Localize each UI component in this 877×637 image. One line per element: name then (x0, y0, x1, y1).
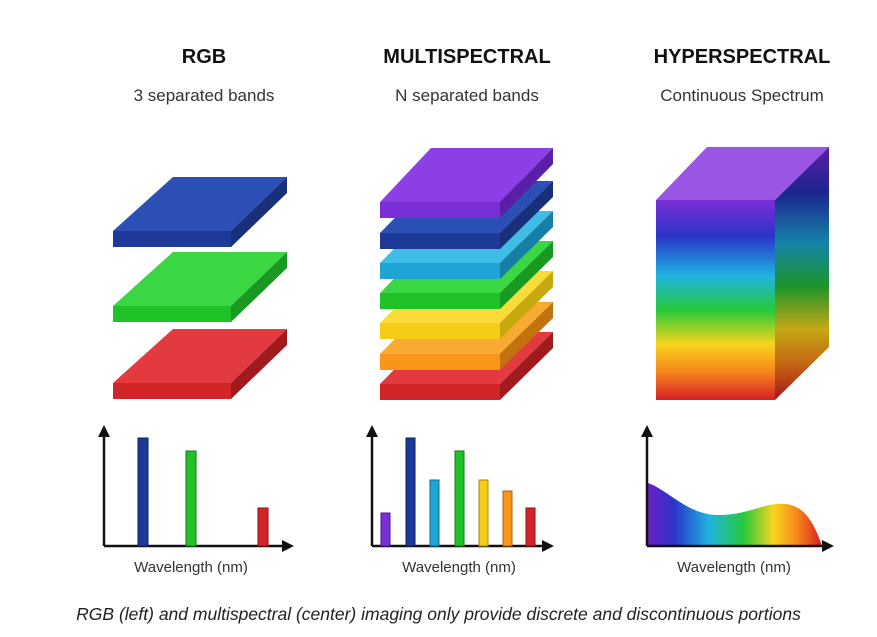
diagram-canvas: Wavelength (nm) Wavelength (nm) Waveleng… (98, 147, 834, 576)
x-axis-arrow-icon (822, 540, 834, 552)
ms-bar-orange (502, 490, 513, 547)
ms-bar-green (454, 450, 465, 547)
ms-bar-red (525, 507, 536, 547)
y-axis-arrow-icon (641, 425, 653, 437)
hyperspectral-title: HYPERSPECTRAL (653, 46, 831, 68)
rgb-slab-red (113, 329, 287, 399)
rgb-slab-green (113, 252, 287, 322)
rgb-bar-red (257, 507, 269, 547)
y-axis-arrow-icon (98, 425, 110, 437)
ms-xlabel: Wavelength (nm) (402, 559, 516, 576)
hs-continuous-spectrum (648, 483, 822, 546)
x-axis-arrow-icon (542, 540, 554, 552)
multispectral-stack (380, 148, 553, 400)
hs-spectrum-graph (641, 425, 834, 552)
figure-caption: RGB (left) and multispectral (center) im… (76, 604, 801, 624)
hs-xlabel: Wavelength (nm) (677, 559, 791, 576)
multispectral-subtitle: N separated bands (395, 86, 539, 105)
ms-bar-blue (405, 437, 416, 547)
y-axis-arrow-icon (366, 425, 378, 437)
rgb-bar-green (185, 450, 197, 547)
ms-bar-cyan (429, 479, 440, 547)
rgb-title: RGB (181, 46, 227, 68)
x-axis-arrow-icon (282, 540, 294, 552)
rgb-spectrum-graph (98, 425, 294, 552)
ms-bar-yellow (478, 479, 489, 547)
ms-spectrum-graph (366, 425, 554, 552)
rgb-xlabel: Wavelength (nm) (134, 559, 248, 576)
hyperspectral-cube (656, 147, 829, 400)
rgb-slab-blue (113, 177, 287, 247)
hyperspectral-subtitle: Continuous Spectrum (660, 86, 824, 105)
multispectral-title: MULTISPECTRAL (383, 46, 551, 68)
rgb-bar-blue (137, 437, 149, 547)
rgb-subtitle: 3 separated bands (133, 86, 275, 105)
ms-slab-violet (380, 148, 553, 218)
ms-bar-violet (380, 512, 391, 547)
